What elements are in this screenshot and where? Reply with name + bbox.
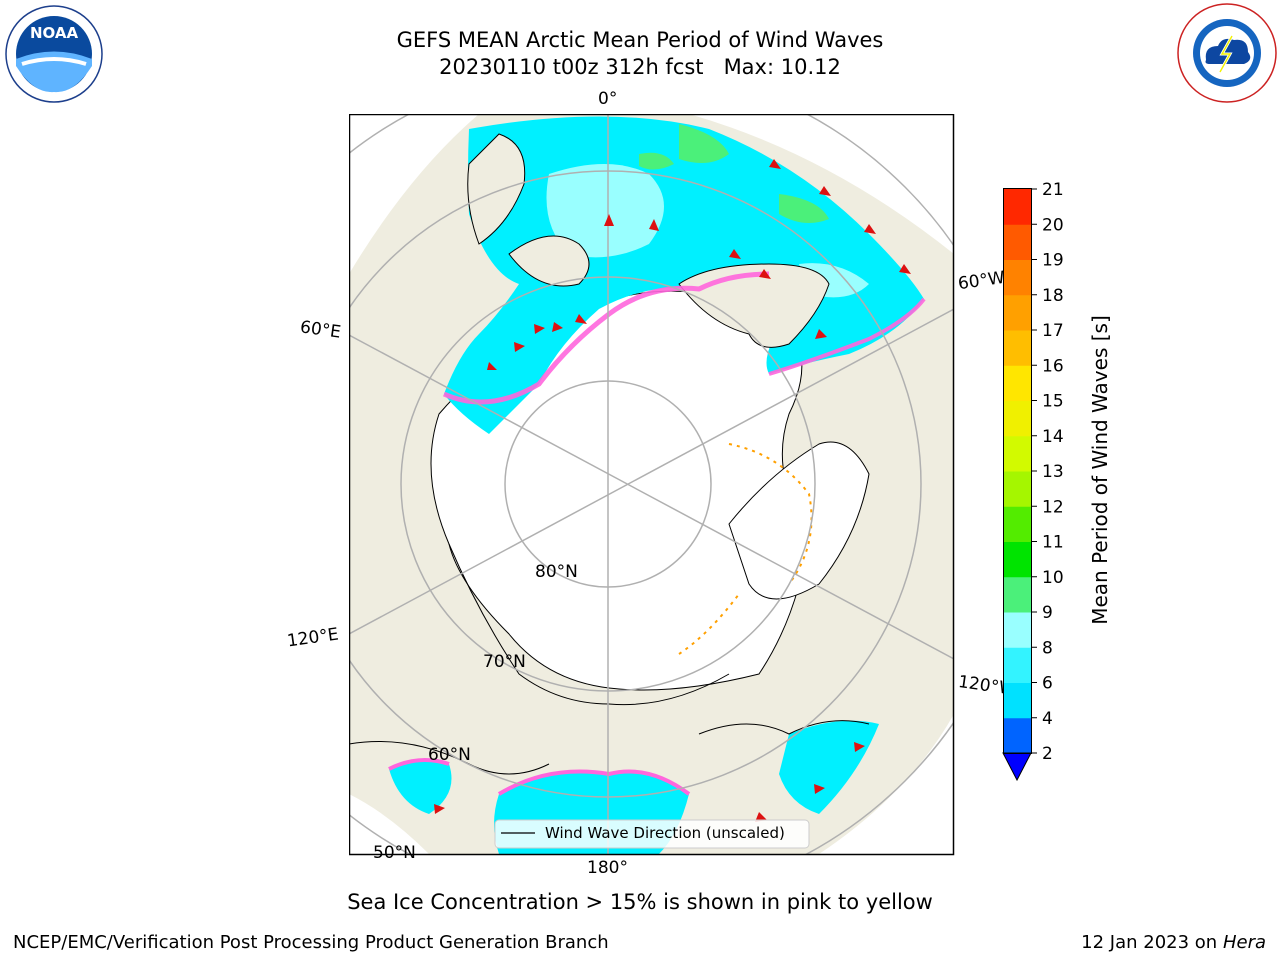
noaa-logo: NOAA <box>5 5 103 103</box>
colorbar-tick-label: 8 <box>1042 638 1053 658</box>
colorbar-tick-label: 16 <box>1042 356 1064 376</box>
colorbar-band <box>1004 330 1031 366</box>
colorbar-tick-label: 6 <box>1042 674 1053 694</box>
lat-label-70n: 70°N <box>483 652 526 672</box>
colorbar-band <box>1004 506 1031 542</box>
colorbar-tick-label: 14 <box>1042 427 1064 447</box>
legend-label: Wind Wave Direction (unscaled) <box>545 824 785 842</box>
colorbar-tick-label: 15 <box>1042 392 1064 412</box>
wind-direction-arrows <box>434 159 911 822</box>
legend-box <box>494 819 810 849</box>
graticule <box>349 114 954 854</box>
colorbar-band <box>1004 400 1031 437</box>
map-frame <box>349 114 955 856</box>
map-title: GEFS MEAN Arctic Mean Period of Wind Wav… <box>396 28 884 52</box>
ice-note: Sea Ice Concentration > 15% is shown in … <box>347 890 933 914</box>
lat-label-50n: 50°N <box>373 843 416 863</box>
colorbar-tick-label: 17 <box>1042 321 1064 341</box>
map-subtitle: 20230110 t00z 312h fcst Max: 10.12 <box>439 55 841 79</box>
noaa-logo-text: NOAA <box>30 24 79 42</box>
colorbar-band <box>1004 435 1031 472</box>
colorbar-band <box>1004 259 1031 296</box>
colorbar-tick-label: 20 <box>1042 215 1064 235</box>
colorbar-band <box>1004 541 1031 578</box>
colorbar-tick-label: 19 <box>1042 251 1064 271</box>
colorbar-band <box>1004 365 1031 401</box>
lat-label-80n: 80°N <box>535 562 578 582</box>
colorbar-band <box>1004 189 1031 225</box>
colorbar-band <box>1004 612 1031 648</box>
colorbar-tick-label: 9 <box>1042 603 1053 623</box>
lon-label-60e: 60°E <box>298 317 343 343</box>
colorbar-tick-label: 13 <box>1042 462 1064 482</box>
colorbar-band <box>1004 576 1031 613</box>
arctic-map: Wind Wave Direction (unscaled) <box>349 114 955 856</box>
colorbar-tick-label: 10 <box>1042 568 1064 588</box>
footer-date: 12 Jan 2023 on <box>1081 932 1223 953</box>
footer-left: NCEP/EMC/Verification Post Processing Pr… <box>13 932 609 953</box>
colorbar-band <box>1004 224 1031 260</box>
colorbar-label: Mean Period of Wind Waves [s] <box>1088 315 1112 625</box>
colorbar-band <box>1004 717 1031 754</box>
lon-label-0: 0° <box>598 89 618 109</box>
colorbar-under-arrow <box>1002 752 1032 782</box>
colorbar: 2 4 6 8 9 10 11 12 13 14 15 16 17 18 19 20 21 Mean Perio… <box>1002 180 1112 782</box>
lon-label-180: 180° <box>587 858 628 878</box>
lat-label-60n: 60°N <box>428 745 471 765</box>
colorbar-band <box>1004 294 1031 331</box>
footer-host: Hera <box>1222 932 1266 953</box>
colorbar-tick-label: 12 <box>1042 497 1064 517</box>
colorbar-tick-label: 11 <box>1042 533 1064 553</box>
colorbar-tick-label: 4 <box>1042 709 1053 729</box>
colorbar-tick-label: 21 <box>1042 180 1064 200</box>
footer-right: 12 Jan 2023 on Hera <box>1081 932 1266 953</box>
lon-label-120e: 120°E <box>285 624 340 652</box>
colorbar-band <box>1004 647 1031 683</box>
colorbar-band <box>1004 682 1031 719</box>
colorbar-tick-label: 2 <box>1042 744 1053 764</box>
colorbar-tick-label: 18 <box>1042 286 1064 306</box>
colorbar-band <box>1004 471 1031 507</box>
nws-logo <box>1177 3 1277 103</box>
